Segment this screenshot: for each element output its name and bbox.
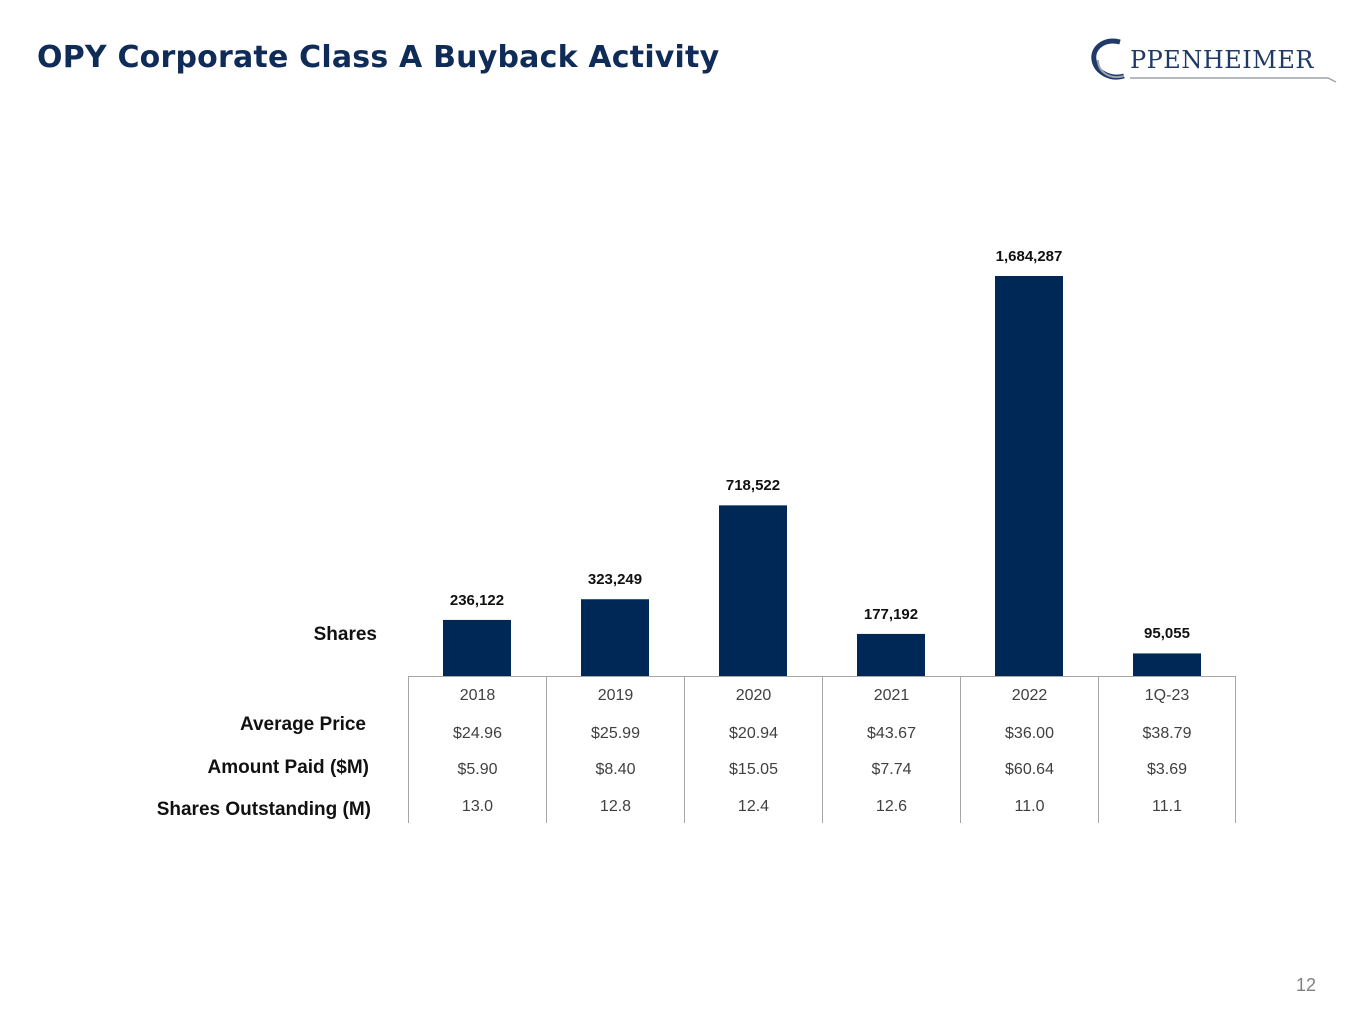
logo-text: PPENHEIMER — [1130, 46, 1314, 74]
shares-row-label: Shares — [313, 624, 377, 645]
average-price-cell: $38.79 — [1142, 725, 1192, 742]
shares-outstanding-row-label: Shares Outstanding (M) — [156, 799, 371, 820]
year-cell: 2021 — [873, 687, 910, 704]
logo-swoosh-icon — [1091, 38, 1337, 83]
bar-2018 — [443, 619, 511, 676]
shares-bar-chart — [443, 276, 1201, 676]
year-cell: 2020 — [735, 687, 772, 704]
amount-paid-cell: $60.64 — [1005, 761, 1054, 778]
shares-outstanding-cell: 12.8 — [599, 798, 632, 815]
bar-2021 — [857, 633, 925, 676]
average-price-cell: $43.67 — [867, 725, 916, 742]
amount-paid-cell: $7.74 — [871, 761, 912, 778]
bar-value-label: 95,055 — [1144, 625, 1190, 643]
year-cell: 2022 — [1011, 687, 1048, 704]
year-cell: 2019 — [597, 687, 634, 704]
average-price-cell: $24.96 — [453, 725, 502, 742]
average-price-cell: $20.94 — [729, 725, 778, 742]
table-column: 2020 $20.94 $15.05 12.4 — [684, 676, 822, 823]
table-column: 2022 $36.00 $60.64 11.0 — [960, 676, 1098, 823]
shares-outstanding-cell: 11.1 — [1152, 798, 1182, 815]
shares-outstanding-cell: 11.0 — [1014, 798, 1045, 815]
amount-paid-cell: $15.05 — [729, 761, 778, 778]
shares-outstanding-cell: 12.6 — [875, 798, 908, 815]
year-cell: 1Q-23 — [1144, 687, 1190, 704]
bar-value-label: 323,249 — [587, 571, 643, 589]
bar-value-label: 718,522 — [725, 477, 781, 495]
page-title: OPY Corporate Class A Buyback Activity — [37, 40, 720, 75]
shares-outstanding-cell: 13.0 — [461, 798, 494, 815]
amount-paid-cell: $3.69 — [1146, 761, 1188, 778]
oppenheimer-logo: PPENHEIMER — [1090, 34, 1340, 86]
average-price-cell: $25.99 — [591, 725, 640, 742]
amount-paid-cell: $5.90 — [457, 761, 498, 778]
amount-paid-cell: $8.40 — [595, 761, 636, 778]
bar-value-label: 1,684,287 — [995, 248, 1063, 265]
table-column: 1Q-23 $38.79 $3.69 11.1 — [1098, 676, 1236, 823]
shares-outstanding-cell: 12.4 — [737, 798, 770, 815]
average-price-row-label: Average Price — [239, 714, 366, 735]
bar-value-label: 177,192 — [863, 605, 919, 623]
buyback-data-table: 2018 $24.96 $5.90 13.0 2019 $25.99 $8.40 12.8 20… — [408, 676, 1236, 823]
table-column: 2018 $24.96 $5.90 13.0 — [408, 676, 546, 823]
bar-1q-23 — [1133, 653, 1201, 676]
table-column: 2021 $43.67 $7.74 12.6 — [822, 676, 960, 823]
amount-paid-row-label: Amount Paid ($M) — [207, 757, 370, 778]
bar-2022 — [995, 276, 1063, 676]
bar-2019 — [581, 599, 649, 676]
page-number: 12 — [1295, 975, 1316, 995]
average-price-cell: $36.00 — [1005, 725, 1054, 742]
bar-2020 — [719, 505, 787, 676]
table-column: 2019 $25.99 $8.40 12.8 — [546, 676, 684, 823]
year-cell: 2018 — [459, 687, 496, 704]
bar-value-label: 236,122 — [449, 591, 505, 609]
